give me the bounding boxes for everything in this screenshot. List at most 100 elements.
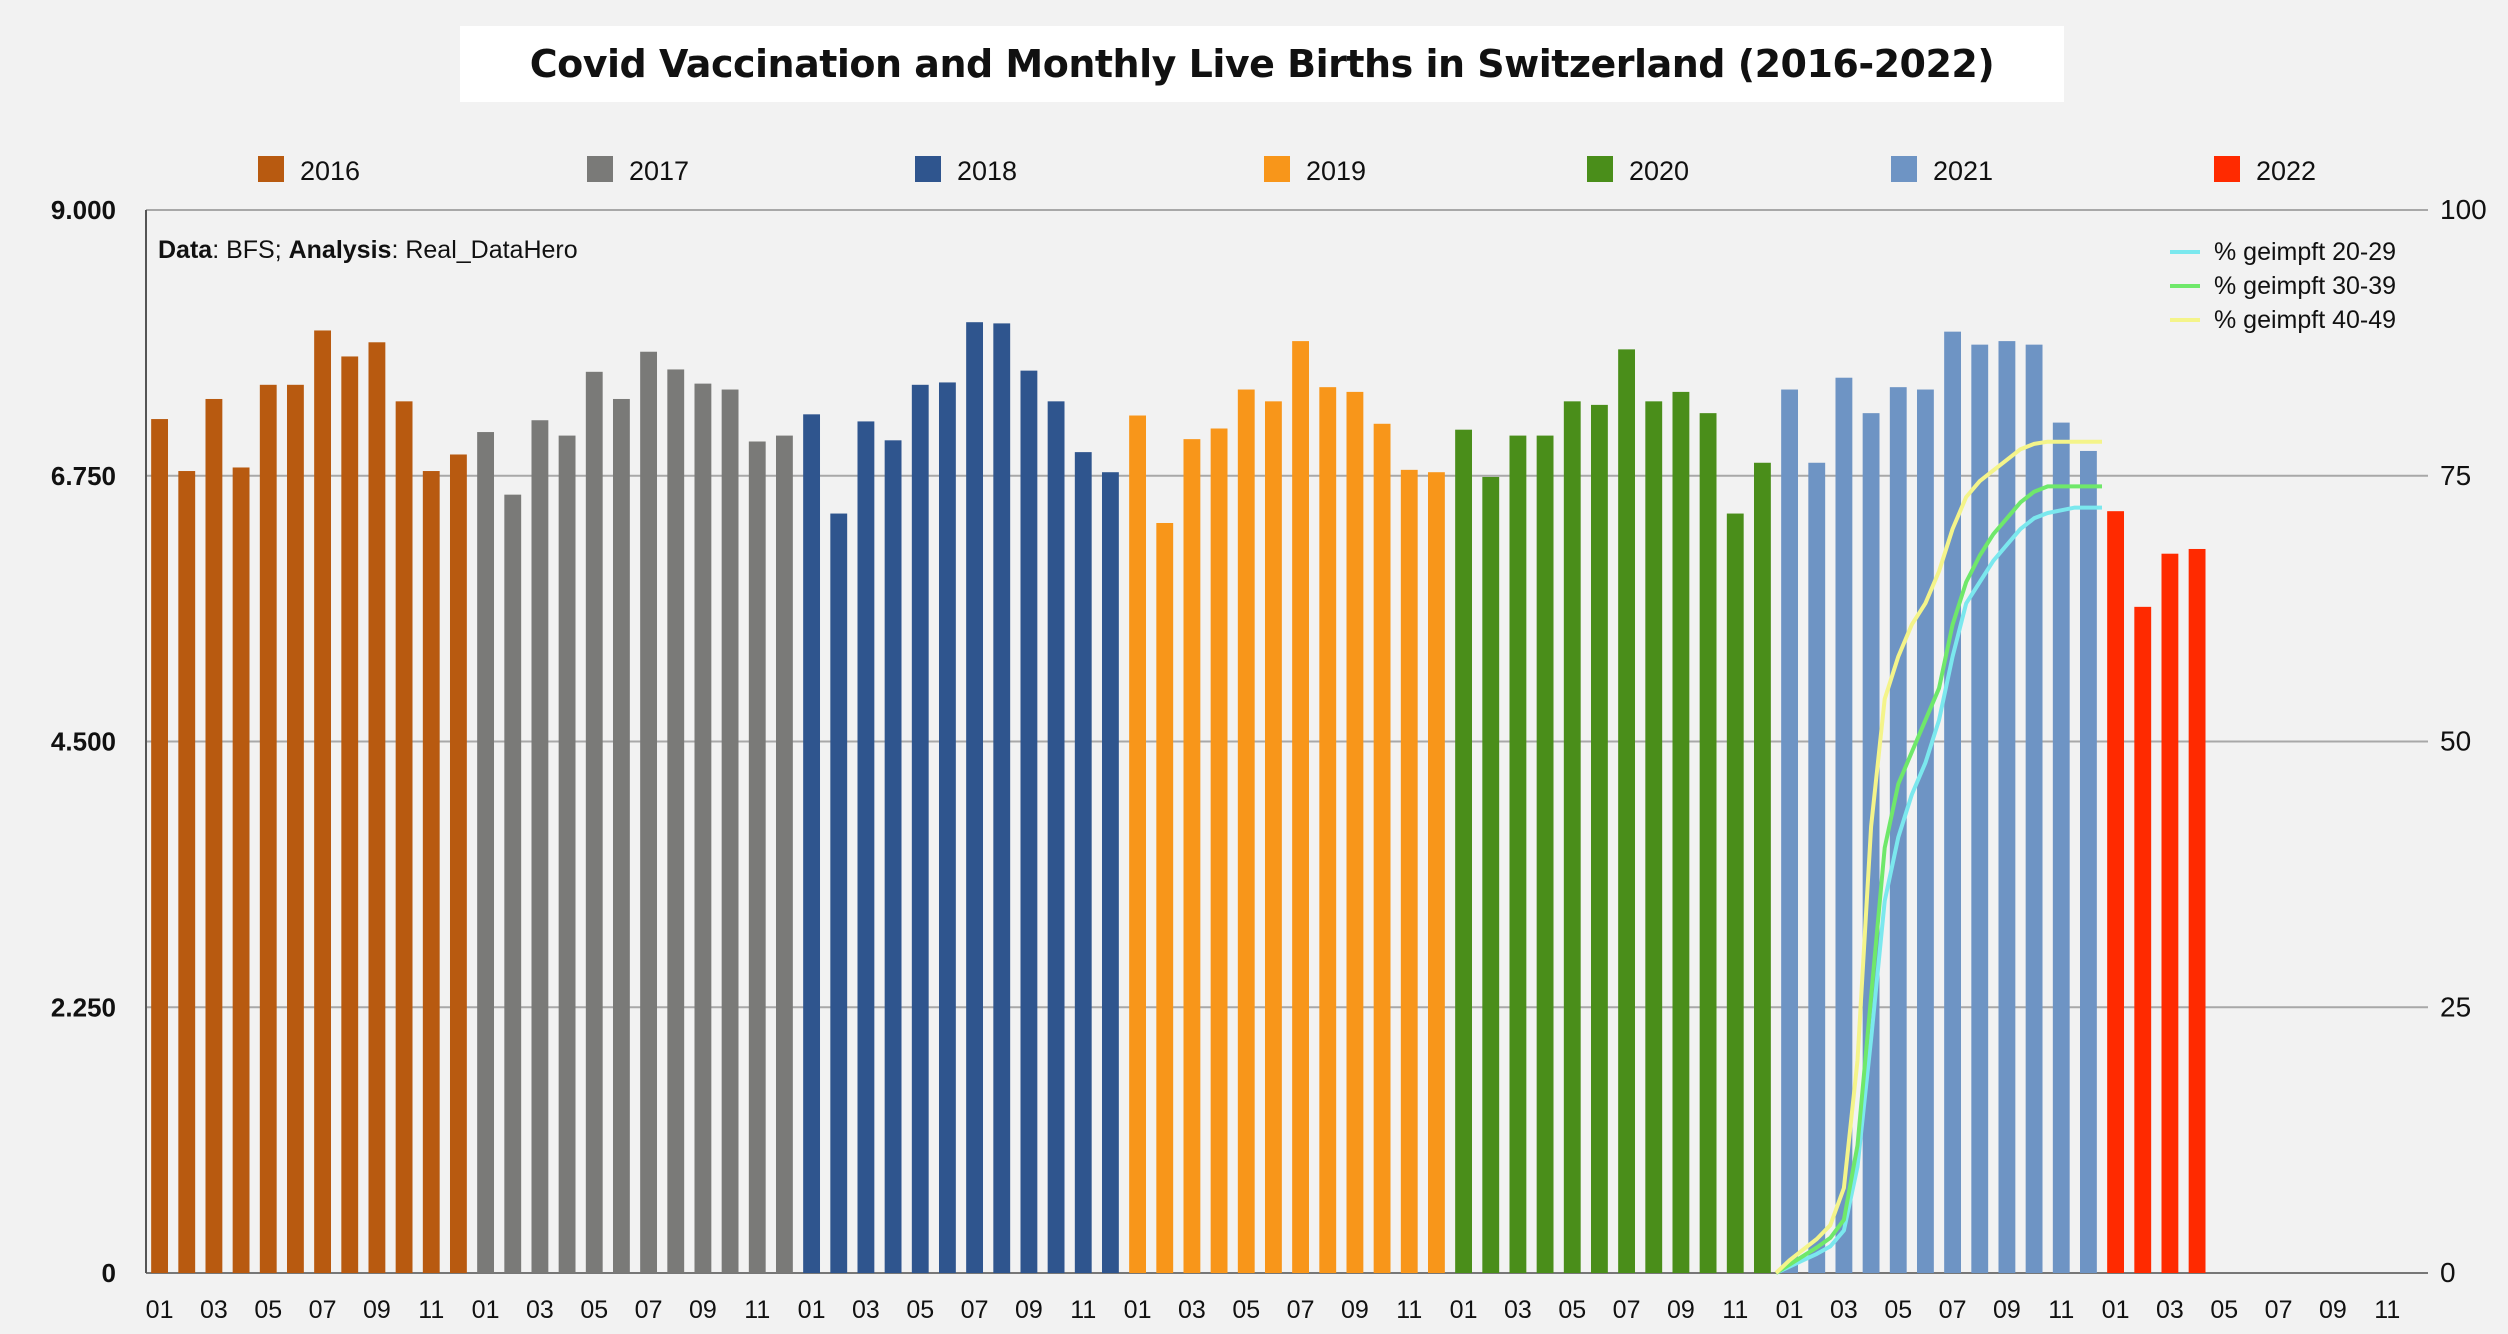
bar	[2107, 511, 2125, 1273]
x-tick-label: 07	[961, 1296, 989, 1324]
vaccination-line	[1774, 439, 2102, 1275]
x-tick-label: 09	[2319, 1296, 2347, 1324]
legend-swatch	[1891, 156, 1917, 182]
bar	[178, 471, 196, 1274]
x-tick-label: 03	[852, 1296, 880, 1324]
bar	[803, 414, 821, 1273]
bar	[1726, 513, 1744, 1273]
x-tick-label: 11	[1722, 1296, 1748, 1324]
legend-label: 2020	[1629, 156, 1689, 186]
line-legend-label: % geimpft 40-49	[2214, 306, 2396, 334]
x-tick-label: 11	[1070, 1296, 1096, 1324]
chart-title: Covid Vaccination and Monthly Live Birth…	[529, 42, 1995, 86]
line-legend-label: % geimpft 20-29	[2214, 238, 2396, 266]
x-tick-label: 09	[1993, 1296, 2021, 1324]
x-tick-label: 07	[2265, 1296, 2293, 1324]
bar	[259, 384, 277, 1273]
bar	[1455, 429, 1473, 1274]
x-tick-label: 05	[1558, 1296, 1586, 1324]
x-tick-label: 05	[1232, 1296, 1260, 1324]
bar	[558, 435, 576, 1273]
x-tick-label: 01	[472, 1296, 500, 1324]
x-tick-label: 01	[1450, 1296, 1478, 1324]
legend-swatch	[915, 156, 941, 182]
line-legend-label: % geimpft 30-39	[2214, 272, 2396, 300]
bar	[2052, 422, 2070, 1274]
bar	[531, 420, 549, 1273]
vaccination-line	[1775, 505, 2102, 1275]
vaccination-line	[1774, 484, 2102, 1275]
bar	[1998, 341, 2016, 1273]
x-tick-label: 05	[580, 1296, 608, 1324]
bar	[1482, 476, 1500, 1273]
bar	[612, 398, 630, 1273]
bar	[1916, 389, 1934, 1273]
x-tick-label: 07	[309, 1296, 337, 1324]
legend-label: 2018	[957, 156, 1017, 186]
x-tick-label: 09	[363, 1296, 391, 1324]
x-tick-label: 09	[1015, 1296, 1043, 1324]
bar	[1563, 401, 1581, 1274]
legend-label: 2019	[1306, 156, 1366, 186]
x-tick-label: 07	[1613, 1296, 1641, 1324]
y-right-tick-label: 25	[2440, 991, 2471, 1022]
x-tick-label: 07	[635, 1296, 663, 1324]
bar	[993, 323, 1011, 1273]
bar	[1264, 401, 1282, 1274]
bar	[314, 330, 332, 1273]
legend-label: 2022	[2256, 156, 2316, 186]
x-tick-label: 07	[1287, 1296, 1315, 1324]
bar	[286, 384, 304, 1273]
bar	[395, 401, 413, 1274]
bar	[205, 398, 223, 1273]
x-tick-label: 09	[1341, 1296, 1369, 1324]
x-tick-label: 09	[1667, 1296, 1695, 1324]
bar	[1427, 472, 1445, 1273]
bar	[341, 356, 359, 1273]
bar	[1237, 389, 1255, 1273]
x-tick-label: 01	[1776, 1296, 1804, 1324]
legend-label: 2021	[1933, 156, 1993, 186]
x-tick-label: 11	[2374, 1296, 2400, 1324]
bar	[477, 432, 495, 1273]
bar	[1400, 469, 1418, 1273]
legend-swatch	[1264, 156, 1290, 182]
x-tick-label: 03	[526, 1296, 554, 1324]
x-tick-label: 09	[689, 1296, 717, 1324]
bar	[232, 467, 250, 1274]
legend-label: 2017	[629, 156, 689, 186]
x-tick-label: 01	[2102, 1296, 2130, 1324]
bar	[748, 441, 766, 1273]
bar	[966, 322, 984, 1273]
bar	[1672, 391, 1690, 1273]
chart-title-box: Covid Vaccination and Monthly Live Birth…	[460, 26, 2064, 102]
legend-swatch	[2214, 156, 2240, 182]
bar	[667, 369, 685, 1273]
bar	[1944, 331, 1962, 1274]
x-tick-label: 11	[1396, 1296, 1422, 1324]
bar	[1889, 387, 1907, 1274]
bar	[775, 435, 793, 1273]
bar	[1156, 522, 1174, 1273]
x-tick-label: 03	[1504, 1296, 1532, 1324]
x-tick-label: 05	[906, 1296, 934, 1324]
legend-swatch	[1587, 156, 1613, 182]
x-tick-label: 05	[1884, 1296, 1912, 1324]
y-left-tick-label: 9.000	[51, 195, 116, 225]
bar	[1074, 452, 1092, 1273]
bar	[694, 383, 712, 1274]
bar	[585, 371, 603, 1273]
legend-swatch	[587, 156, 613, 182]
bar	[368, 342, 386, 1274]
bar	[151, 419, 169, 1274]
y-right-tick-label: 50	[2440, 726, 2471, 757]
bar	[721, 389, 739, 1273]
legend-label: 2016	[300, 156, 360, 186]
bar	[1618, 349, 1636, 1274]
bar	[938, 382, 956, 1273]
x-tick-label: 01	[798, 1296, 826, 1324]
bar	[2079, 450, 2097, 1273]
bar	[2188, 548, 2206, 1273]
